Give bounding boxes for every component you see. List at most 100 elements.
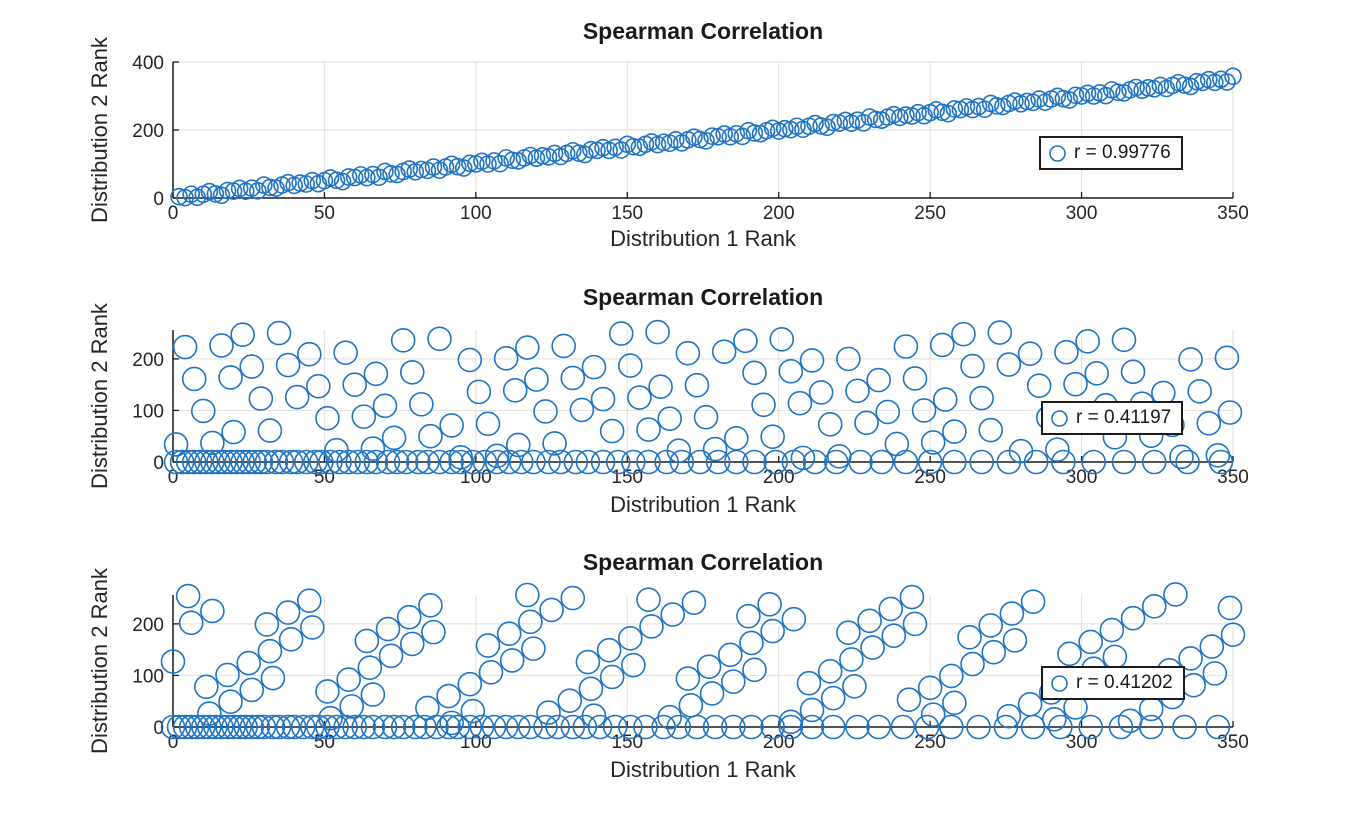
data-point xyxy=(300,615,325,640)
data-point xyxy=(733,328,758,354)
data-point xyxy=(560,365,586,391)
data-point xyxy=(1054,339,1079,365)
data-point xyxy=(890,714,916,740)
data-point xyxy=(763,449,788,475)
data-point xyxy=(245,714,271,740)
data-point xyxy=(496,449,522,475)
data-point xyxy=(436,683,461,709)
data-point xyxy=(402,714,428,740)
data-point xyxy=(645,319,670,345)
data-point xyxy=(917,675,943,701)
data-point xyxy=(1139,79,1157,97)
data-point xyxy=(251,714,277,740)
data-point xyxy=(439,413,464,438)
data-point xyxy=(230,322,255,347)
data-point xyxy=(333,172,352,191)
tick-label: 350 xyxy=(1217,467,1249,488)
data-point xyxy=(778,709,804,735)
data-point xyxy=(363,449,389,475)
data-point xyxy=(275,600,301,625)
data-point xyxy=(920,430,946,455)
data-point xyxy=(415,449,440,475)
data-point xyxy=(218,449,243,475)
tick-label: 50 xyxy=(314,732,335,753)
tick-label: 0 xyxy=(168,467,179,488)
data-point xyxy=(542,431,567,456)
data-point xyxy=(1099,617,1125,643)
data-point xyxy=(636,449,661,475)
data-point xyxy=(469,714,495,740)
data-point xyxy=(987,320,1013,345)
data-point xyxy=(654,133,673,152)
data-point xyxy=(318,705,343,731)
data-point xyxy=(275,714,301,740)
data-point xyxy=(569,397,595,423)
data-point xyxy=(666,438,692,463)
data-point xyxy=(1217,400,1243,425)
data-point xyxy=(278,449,304,475)
tick-label: 0 xyxy=(153,718,164,739)
data-point xyxy=(169,449,195,475)
data-point xyxy=(1205,442,1231,468)
data-point xyxy=(518,714,543,740)
data-point xyxy=(733,127,752,146)
data-point xyxy=(505,432,531,458)
legend: r = 0.41202 xyxy=(1041,666,1185,700)
data-point xyxy=(333,340,358,365)
data-point xyxy=(1138,696,1164,722)
data-point xyxy=(190,714,216,740)
tick-label: 0 xyxy=(153,189,164,210)
tick-label: 150 xyxy=(611,467,643,488)
data-point xyxy=(666,714,692,740)
data-point xyxy=(324,714,349,740)
tick-label: 350 xyxy=(1217,732,1249,753)
data-point xyxy=(163,449,189,475)
data-point xyxy=(351,714,377,740)
data-point xyxy=(415,695,440,721)
data-point xyxy=(917,449,943,475)
data-point xyxy=(1214,345,1240,371)
data-point xyxy=(275,352,301,378)
data-point xyxy=(854,410,879,436)
data-point xyxy=(536,449,561,475)
data-point xyxy=(336,667,361,692)
tick-label: 400 xyxy=(132,53,164,74)
legend-label: r = 0.41197 xyxy=(1076,407,1172,428)
data-point xyxy=(914,714,940,740)
data-point xyxy=(742,449,767,475)
data-point xyxy=(342,372,368,397)
data-point xyxy=(318,449,343,475)
data-point xyxy=(760,618,785,644)
legend-label: r = 0.99776 xyxy=(1074,142,1171,163)
data-point xyxy=(175,449,201,475)
data-point xyxy=(539,597,564,623)
data-point xyxy=(969,385,994,411)
data-point xyxy=(1178,646,1203,671)
data-point xyxy=(596,637,622,663)
data-point xyxy=(351,404,377,429)
data-point xyxy=(1045,437,1070,462)
x-axis-label: Distribution 1 Rank xyxy=(610,492,796,517)
data-point xyxy=(481,714,507,740)
data-point xyxy=(999,601,1025,626)
data-point xyxy=(457,347,483,373)
data-point xyxy=(575,649,601,675)
legend: r = 0.99776 xyxy=(1039,136,1183,170)
data-point xyxy=(881,623,907,649)
data-point xyxy=(942,449,967,475)
data-point xyxy=(993,714,1019,740)
data-point xyxy=(717,642,743,668)
data-point xyxy=(1017,341,1043,367)
data-point xyxy=(939,663,964,689)
data-point xyxy=(248,182,267,200)
data-point xyxy=(181,366,207,392)
data-point xyxy=(521,449,546,475)
data-point xyxy=(966,714,991,740)
data-point xyxy=(242,449,268,475)
data-point xyxy=(502,378,528,403)
data-point xyxy=(739,714,764,740)
data-point xyxy=(339,694,364,719)
data-point xyxy=(902,366,928,391)
data-point xyxy=(621,652,646,678)
